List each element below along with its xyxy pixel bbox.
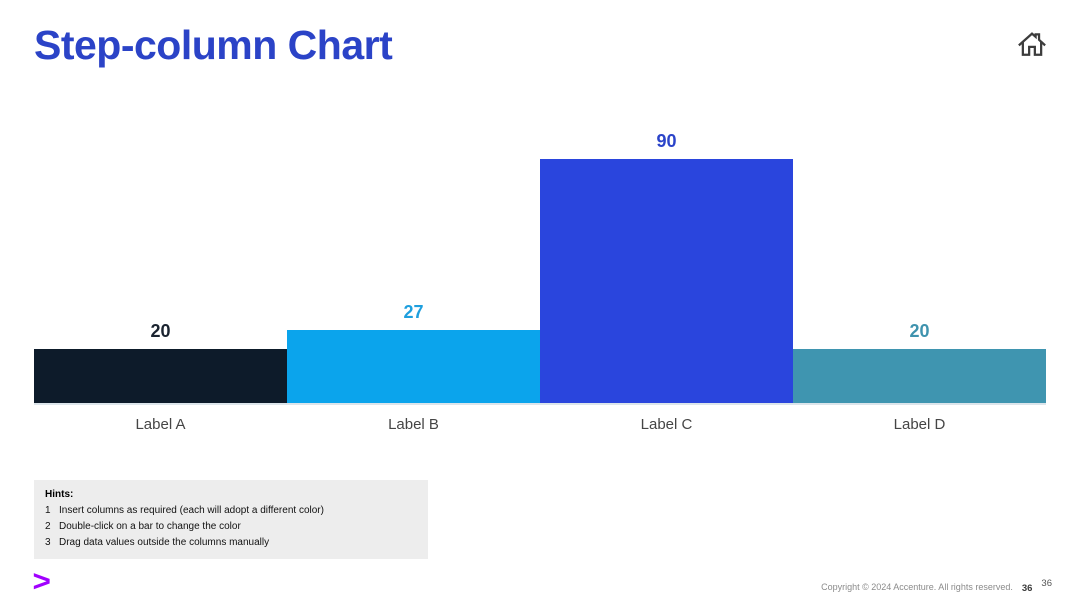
page-title: Step-column Chart [34,22,393,68]
copyright-text: Copyright © 2024 Accenture. All rights r… [821,582,1013,592]
hint-number: 1 [45,505,51,516]
hint-item: 1 Insert columns as required (each will … [45,505,416,516]
page-number: 36 [1021,583,1033,594]
bar-label-a[interactable]: 20 [34,321,287,403]
value-label[interactable]: 27 [403,302,424,322]
bar-label-c[interactable]: 90 [540,131,793,403]
category-label: Label C [640,416,693,433]
page-number-secondary: 36 [1041,578,1052,589]
hint-text: Double-click on a bar to change the colo… [59,521,241,532]
hint-number: 2 [45,521,51,532]
hint-item: 2 Double-click on a bar to change the co… [45,521,416,532]
bar-label-b[interactable]: 27 [287,302,540,403]
hints-heading: Hints: [45,489,74,500]
hint-text: Insert columns as required (each will ad… [59,505,324,516]
footer: Copyright © 2024 Accenture. All rights r… [821,578,1052,594]
category-label: Label B [388,416,439,433]
hint-item: 3 Drag data values outside the columns m… [45,537,416,548]
hint-number: 3 [45,537,51,548]
category-label: Label A [135,416,186,433]
value-label[interactable]: 20 [150,321,171,341]
category-labels: Label A Label B Label C Label D [34,416,1046,433]
hints-box: Hints: 1 Insert columns as required (eac… [34,480,428,559]
value-label[interactable]: 90 [656,131,677,151]
category-label: Label D [893,416,946,433]
step-column-chart: 20 27 90 20 Label A Label B Label C Label D [34,131,1046,433]
home-button[interactable] [1014,26,1050,62]
chart-baseline [34,403,1046,405]
value-label[interactable]: 20 [909,321,930,341]
home-icon [1018,32,1046,56]
hint-text: Drag data values outside the columns man… [59,537,270,548]
bars: 20 27 90 20 [34,131,1046,403]
accenture-logo: > [32,565,51,598]
bar-label-d[interactable]: 20 [793,321,1046,403]
